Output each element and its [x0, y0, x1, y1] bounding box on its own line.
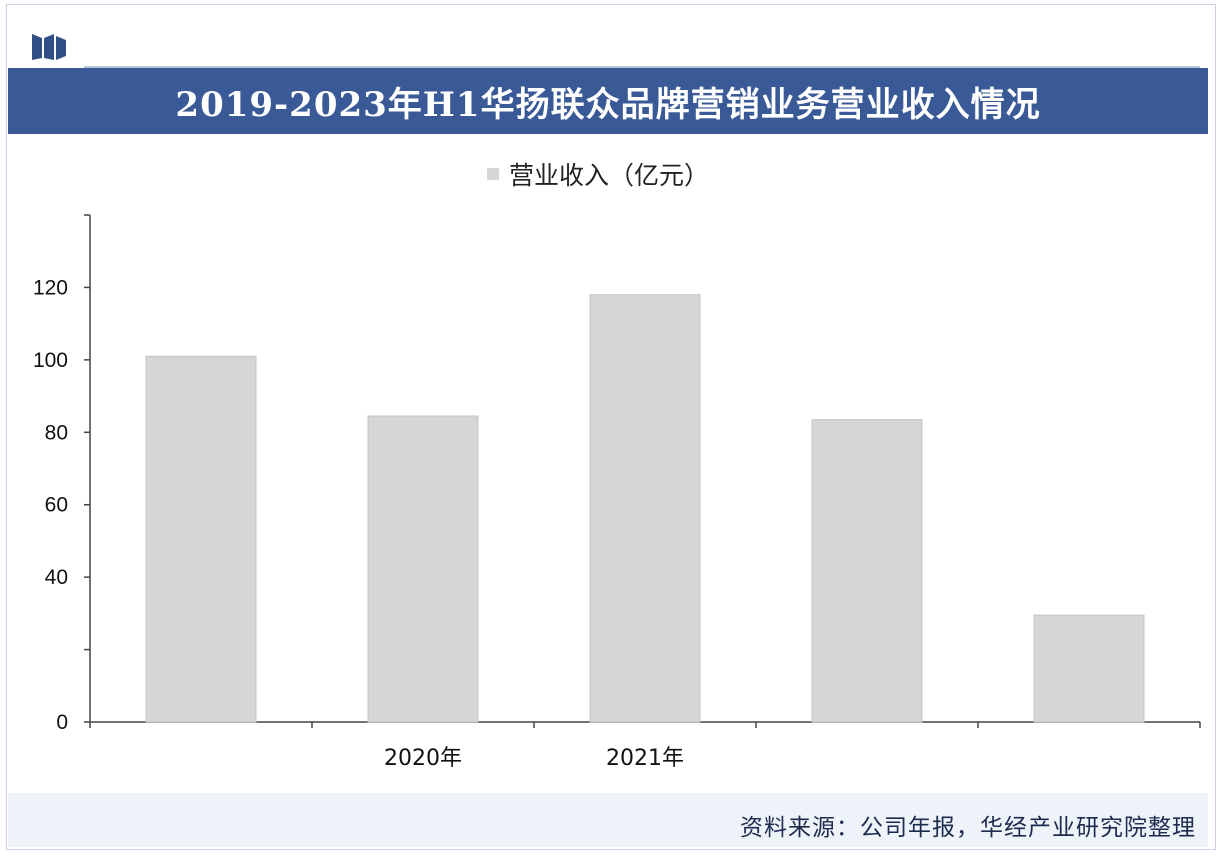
y-tick-label: 120: [33, 276, 68, 299]
bar: [811, 419, 923, 723]
legend-swatch: [487, 168, 499, 180]
y-tick-label: 60: [45, 494, 68, 517]
x-tick-label: 2020年: [384, 746, 462, 771]
legend: 营业收入（亿元）: [487, 156, 709, 192]
bar: [1033, 614, 1145, 723]
bar: [589, 294, 701, 723]
y-tick-label: 80: [45, 421, 68, 444]
y-tick-label: 100: [33, 349, 68, 372]
y-tick-label: 0: [56, 711, 68, 734]
bar: [145, 355, 257, 723]
bar: [367, 415, 479, 723]
legend-label: 营业收入（亿元）: [509, 161, 710, 190]
x-tick-label: 2021年: [606, 746, 684, 771]
header-rule: [84, 66, 1200, 68]
title-bar: 2019-2023年H1华扬联众品牌营销业务营业收入情况: [8, 68, 1208, 134]
y-tick-label: 40: [45, 566, 68, 589]
chart-title: 2019-2023年H1华扬联众品牌营销业务营业收入情况: [175, 84, 1041, 125]
brand-logo-icon: [32, 34, 66, 60]
source-note: 资料来源：公司年报，华经产业研究院整理: [740, 815, 1196, 841]
footer-bar: [8, 793, 1208, 847]
